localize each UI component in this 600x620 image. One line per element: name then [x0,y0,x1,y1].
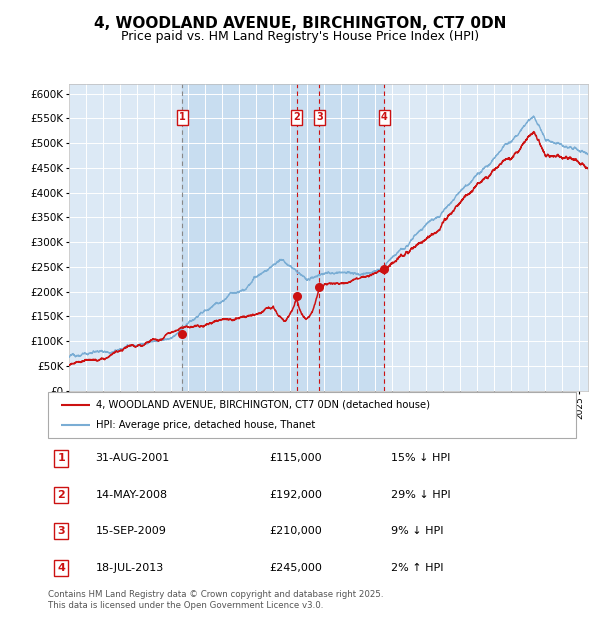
Bar [182,84,296,391]
Text: £245,000: £245,000 [270,563,323,573]
Text: 4, WOODLAND AVENUE, BIRCHINGTON, CT7 0DN: 4, WOODLAND AVENUE, BIRCHINGTON, CT7 0DN [94,16,506,30]
Text: 2: 2 [58,490,65,500]
Text: £115,000: £115,000 [270,453,322,463]
Text: 2% ↑ HPI: 2% ↑ HPI [391,563,444,573]
Text: 3: 3 [58,526,65,536]
Text: Contains HM Land Registry data © Crown copyright and database right 2025.
This d: Contains HM Land Registry data © Crown c… [48,590,383,609]
Text: 15-SEP-2009: 15-SEP-2009 [95,526,166,536]
Text: Price paid vs. HM Land Registry's House Price Index (HPI): Price paid vs. HM Land Registry's House … [121,30,479,43]
Bar [319,84,385,391]
Text: 9% ↓ HPI: 9% ↓ HPI [391,526,444,536]
Text: 1: 1 [58,453,65,463]
Text: 2: 2 [293,112,300,123]
Text: 14-MAY-2008: 14-MAY-2008 [95,490,167,500]
Text: 4: 4 [381,112,388,123]
Text: 29% ↓ HPI: 29% ↓ HPI [391,490,451,500]
Text: 15% ↓ HPI: 15% ↓ HPI [391,453,451,463]
Text: 3: 3 [316,112,323,123]
Bar [296,84,319,391]
Text: 31-AUG-2001: 31-AUG-2001 [95,453,170,463]
Text: 1: 1 [179,112,186,123]
Text: 4: 4 [57,563,65,573]
Text: £210,000: £210,000 [270,526,323,536]
Text: 18-JUL-2013: 18-JUL-2013 [95,563,164,573]
Text: HPI: Average price, detached house, Thanet: HPI: Average price, detached house, Than… [95,420,315,430]
Text: £192,000: £192,000 [270,490,323,500]
Text: 4, WOODLAND AVENUE, BIRCHINGTON, CT7 0DN (detached house): 4, WOODLAND AVENUE, BIRCHINGTON, CT7 0DN… [95,400,430,410]
